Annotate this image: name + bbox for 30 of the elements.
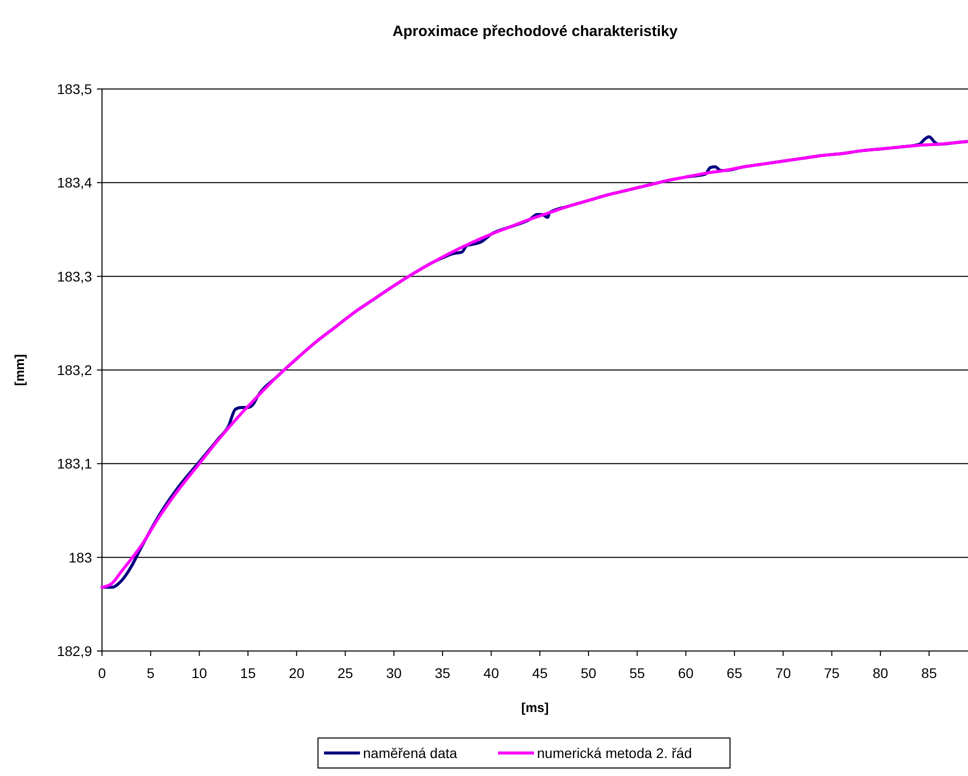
x-tick-label: 85: [921, 665, 938, 681]
x-tick-label: 55: [629, 665, 646, 681]
x-tick-label: 65: [726, 665, 742, 681]
x-tick-label: 45: [532, 665, 548, 681]
chart-title: Aproximace přechodové charakteristiky: [392, 23, 678, 40]
y-tick-label: 183,3: [56, 268, 92, 284]
x-axis-title: [ms]: [521, 700, 549, 715]
y-tick-label: 183,1: [56, 456, 92, 472]
x-tick-label: 70: [775, 665, 792, 681]
x-tick-label: 40: [483, 665, 500, 681]
y-tick-label: 183: [68, 549, 92, 566]
x-tick-label: 80: [872, 665, 888, 681]
y-tick-label: 183,4: [56, 174, 92, 191]
x-tick-label: 10: [192, 665, 208, 681]
x-tick-label: 25: [337, 665, 354, 681]
x-tick-label: 0: [98, 665, 106, 681]
y-tick-label: 183,2: [56, 362, 92, 378]
x-tick-label: 60: [678, 665, 694, 681]
x-tick-label: 50: [580, 665, 597, 681]
y-tick-label: 183,5: [56, 81, 92, 97]
legend-label: naměřená data: [363, 745, 458, 761]
legend-label: numerická metoda 2. řád: [537, 745, 692, 761]
x-tick-label: 20: [288, 665, 305, 681]
x-tick-label: 30: [386, 665, 402, 681]
x-tick-label: 15: [240, 665, 256, 681]
x-tick-label: 5: [146, 665, 155, 681]
y-tick-label: 182,9: [56, 643, 92, 659]
y-axis-title: [mm]: [12, 354, 27, 386]
x-tick-label: 35: [434, 665, 451, 681]
x-tick-label: 75: [824, 665, 840, 681]
